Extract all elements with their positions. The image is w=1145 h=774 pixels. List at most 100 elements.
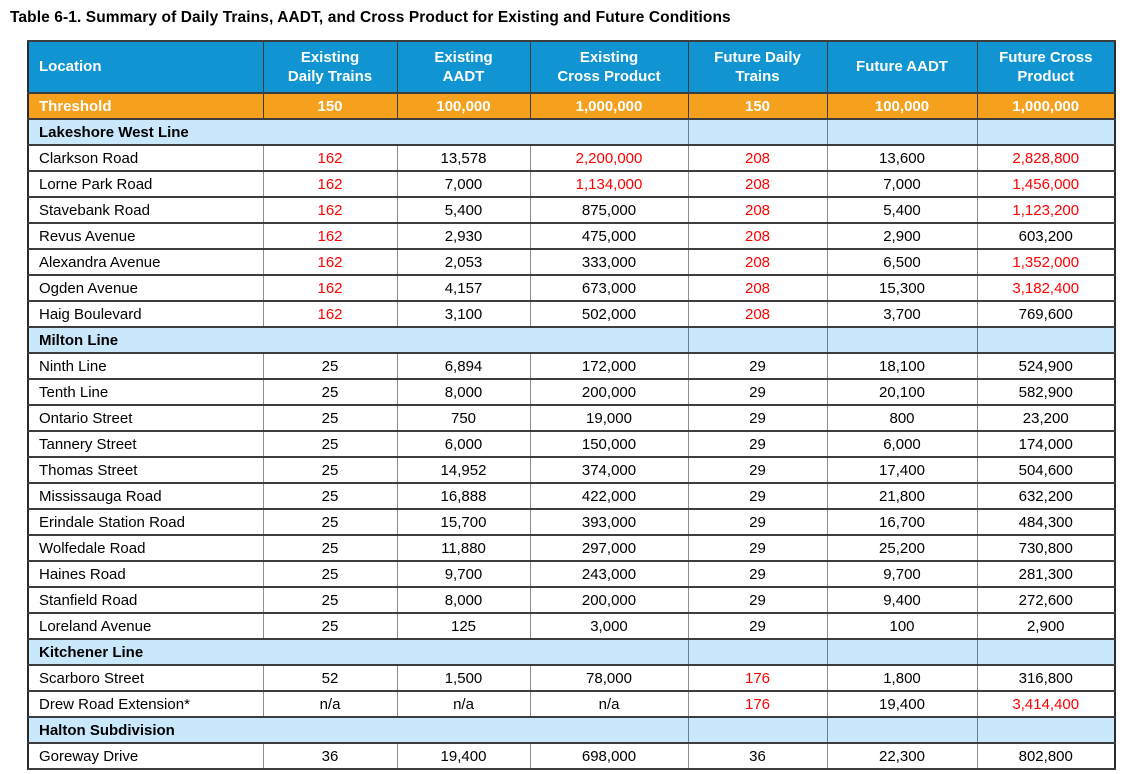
value-cell: 3,414,400 xyxy=(976,690,1116,718)
value-cell: 1,134,000 xyxy=(529,170,689,198)
value-cell: 25 xyxy=(262,586,398,614)
value-cell: 4,157 xyxy=(396,274,531,302)
section-empty-cell xyxy=(687,716,828,744)
table-row: Stanfield Road 25 8,000 200,000 29 9,400 272,6… xyxy=(27,586,1116,614)
location-cell: Alexandra Avenue xyxy=(27,248,264,276)
value-cell: 25 xyxy=(262,560,398,588)
value-cell: 2,900 xyxy=(976,612,1116,640)
value-cell: 502,000 xyxy=(529,300,689,328)
value-cell: 29 xyxy=(687,404,828,432)
table-row: Loreland Avenue 25 125 3,000 29 100 2,900 xyxy=(27,612,1116,640)
section-header-row: Halton Subdivision xyxy=(27,716,1116,744)
value-cell: 6,000 xyxy=(396,430,531,458)
section-empty-cell xyxy=(687,638,828,666)
value-cell: 25 xyxy=(262,534,398,562)
value-cell: n/a xyxy=(529,690,689,718)
value-cell: 29 xyxy=(687,456,828,484)
value-cell: 29 xyxy=(687,508,828,536)
value-cell: 272,600 xyxy=(976,586,1116,614)
value-cell: 333,000 xyxy=(529,248,689,276)
value-cell: 8,000 xyxy=(396,378,531,406)
section-empty-cell xyxy=(976,326,1116,354)
value-cell: 19,000 xyxy=(529,404,689,432)
value-cell: 200,000 xyxy=(529,586,689,614)
value-cell: 25 xyxy=(262,508,398,536)
table-title: Table 6-1. Summary of Daily Trains, AADT… xyxy=(10,9,731,26)
value-cell: 7,000 xyxy=(826,170,978,198)
value-cell: 2,053 xyxy=(396,248,531,276)
value-cell: 632,200 xyxy=(976,482,1116,510)
value-cell: 15,300 xyxy=(826,274,978,302)
value-cell: 176 xyxy=(687,664,828,692)
value-cell: 1,500 xyxy=(396,664,531,692)
value-cell: 162 xyxy=(262,274,398,302)
location-cell: Ogden Avenue xyxy=(27,274,264,302)
value-cell: 176 xyxy=(687,690,828,718)
value-cell: 297,000 xyxy=(529,534,689,562)
threshold-value: 1,000,000 xyxy=(529,92,689,120)
value-cell: 6,000 xyxy=(826,430,978,458)
value-cell: 36 xyxy=(262,742,398,770)
value-cell: 393,000 xyxy=(529,508,689,536)
value-cell: 1,800 xyxy=(826,664,978,692)
value-cell: 875,000 xyxy=(529,196,689,224)
value-cell: 316,800 xyxy=(976,664,1116,692)
section-name: Kitchener Line xyxy=(27,638,689,666)
section-empty-cell xyxy=(976,716,1116,744)
table-row: Ogden Avenue 162 4,157 673,000 208 15,300 3,18… xyxy=(27,274,1116,302)
threshold-value: 1,000,000 xyxy=(976,92,1116,120)
value-cell: 7,000 xyxy=(396,170,531,198)
table-row: Thomas Street 25 14,952 374,000 29 17,400 504,… xyxy=(27,456,1116,484)
value-cell: 36 xyxy=(687,742,828,770)
value-cell: 5,400 xyxy=(396,196,531,224)
section-name: Lakeshore West Line xyxy=(27,118,689,146)
threshold-value: 150 xyxy=(262,92,398,120)
value-cell: 162 xyxy=(262,144,398,172)
value-cell: 603,200 xyxy=(976,222,1116,250)
value-cell: 162 xyxy=(262,170,398,198)
value-cell: 100 xyxy=(826,612,978,640)
section-empty-cell xyxy=(687,118,828,146)
column-header-location: Location xyxy=(27,40,264,94)
value-cell: 2,900 xyxy=(826,222,978,250)
value-cell: 730,800 xyxy=(976,534,1116,562)
value-cell: 1,123,200 xyxy=(976,196,1116,224)
value-cell: 475,000 xyxy=(529,222,689,250)
value-cell: n/a xyxy=(262,690,398,718)
value-cell: 3,182,400 xyxy=(976,274,1116,302)
value-cell: 2,200,000 xyxy=(529,144,689,172)
value-cell: 5,400 xyxy=(826,196,978,224)
value-cell: 25 xyxy=(262,430,398,458)
value-cell: 29 xyxy=(687,612,828,640)
location-cell: Haines Road xyxy=(27,560,264,588)
value-cell: 698,000 xyxy=(529,742,689,770)
value-cell: 125 xyxy=(396,612,531,640)
location-cell: Wolfedale Road xyxy=(27,534,264,562)
table-row: Clarkson Road 162 13,578 2,200,000 208 13,600… xyxy=(27,144,1116,172)
value-cell: 484,300 xyxy=(976,508,1116,536)
value-cell: 22,300 xyxy=(826,742,978,770)
value-cell: 243,000 xyxy=(529,560,689,588)
value-cell: 582,900 xyxy=(976,378,1116,406)
location-cell: Erindale Station Road xyxy=(27,508,264,536)
value-cell: 162 xyxy=(262,300,398,328)
location-cell: Goreway Drive xyxy=(27,742,264,770)
value-cell: 162 xyxy=(262,222,398,250)
section-name: Milton Line xyxy=(27,326,689,354)
table-row: Alexandra Avenue 162 2,053 333,000 208 6,500 1… xyxy=(27,248,1116,276)
value-cell: 15,700 xyxy=(396,508,531,536)
table-row: Ontario Street 25 750 19,000 29 800 23,200 xyxy=(27,404,1116,432)
location-cell: Ninth Line xyxy=(27,352,264,380)
value-cell: 11,880 xyxy=(396,534,531,562)
value-cell: 673,000 xyxy=(529,274,689,302)
value-cell: 524,900 xyxy=(976,352,1116,380)
value-cell: 172,000 xyxy=(529,352,689,380)
value-cell: 19,400 xyxy=(826,690,978,718)
column-header-existing-daily-trains: Existing Daily Trains xyxy=(262,40,398,94)
value-cell: 16,888 xyxy=(396,482,531,510)
value-cell: 750 xyxy=(396,404,531,432)
column-header-existing-aadt: Existing AADT xyxy=(396,40,531,94)
section-name: Halton Subdivision xyxy=(27,716,689,744)
value-cell: 17,400 xyxy=(826,456,978,484)
